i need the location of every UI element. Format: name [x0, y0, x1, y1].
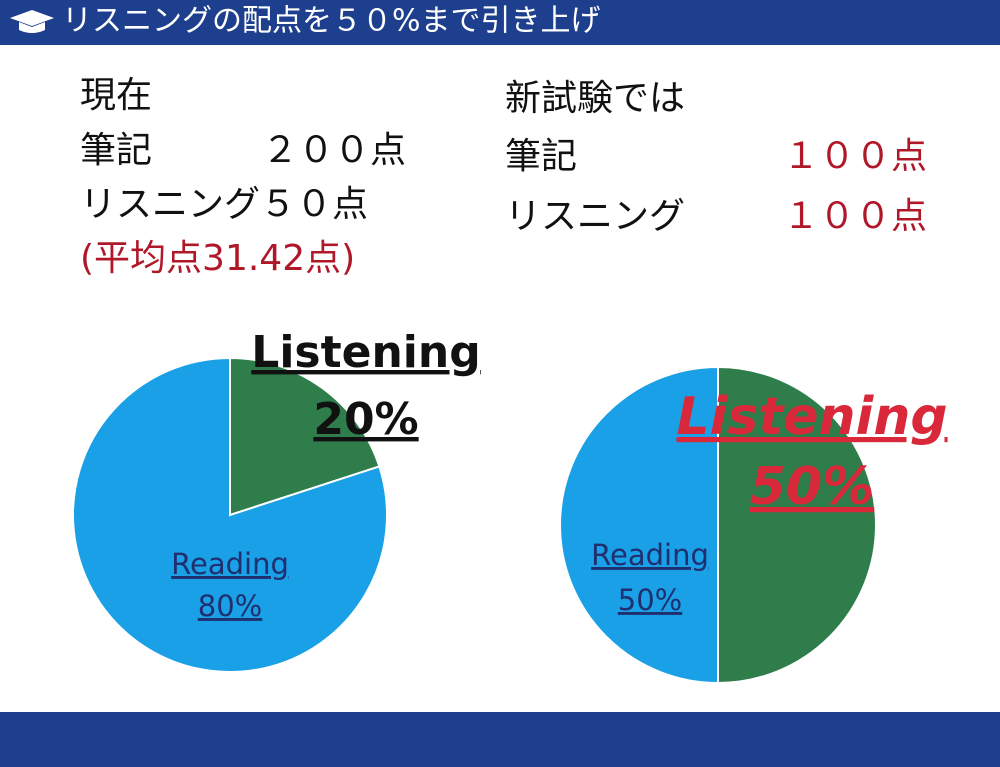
slice-value-label: 50% — [750, 457, 874, 517]
header-bar — [0, 0, 1000, 45]
slice-label: Listening — [676, 387, 947, 447]
new-score: １００点 — [783, 196, 927, 237]
pie-slice — [717, 365, 877, 685]
new-heading: 新試験では — [505, 78, 685, 119]
footer-bar — [0, 712, 1000, 767]
pie-slice — [559, 365, 719, 685]
new-label: 筆記 — [505, 136, 577, 177]
slice-value-label: 50% — [618, 583, 682, 617]
current-score: ２００点 — [262, 130, 406, 171]
pie-slice — [229, 356, 381, 517]
slice-label: Reading — [171, 547, 289, 581]
slice-label: Listening — [251, 327, 480, 378]
slice-value-label: 20% — [313, 394, 418, 445]
slice-value-label: 80% — [198, 589, 262, 623]
pie-slice — [72, 356, 388, 673]
new-score: １００点 — [783, 136, 927, 177]
current-note: (平均点31.42点) — [80, 238, 355, 279]
current-heading: 現在 — [80, 75, 152, 116]
current-label: 筆記 — [80, 130, 152, 171]
current-label: リスニング５０点 — [80, 184, 368, 225]
new-label: リスニング — [505, 196, 685, 237]
slice-label: Reading — [591, 538, 709, 572]
cap-icon — [10, 10, 54, 33]
header-title: リスニングの配点を５０%まで引き上げ — [62, 4, 601, 39]
